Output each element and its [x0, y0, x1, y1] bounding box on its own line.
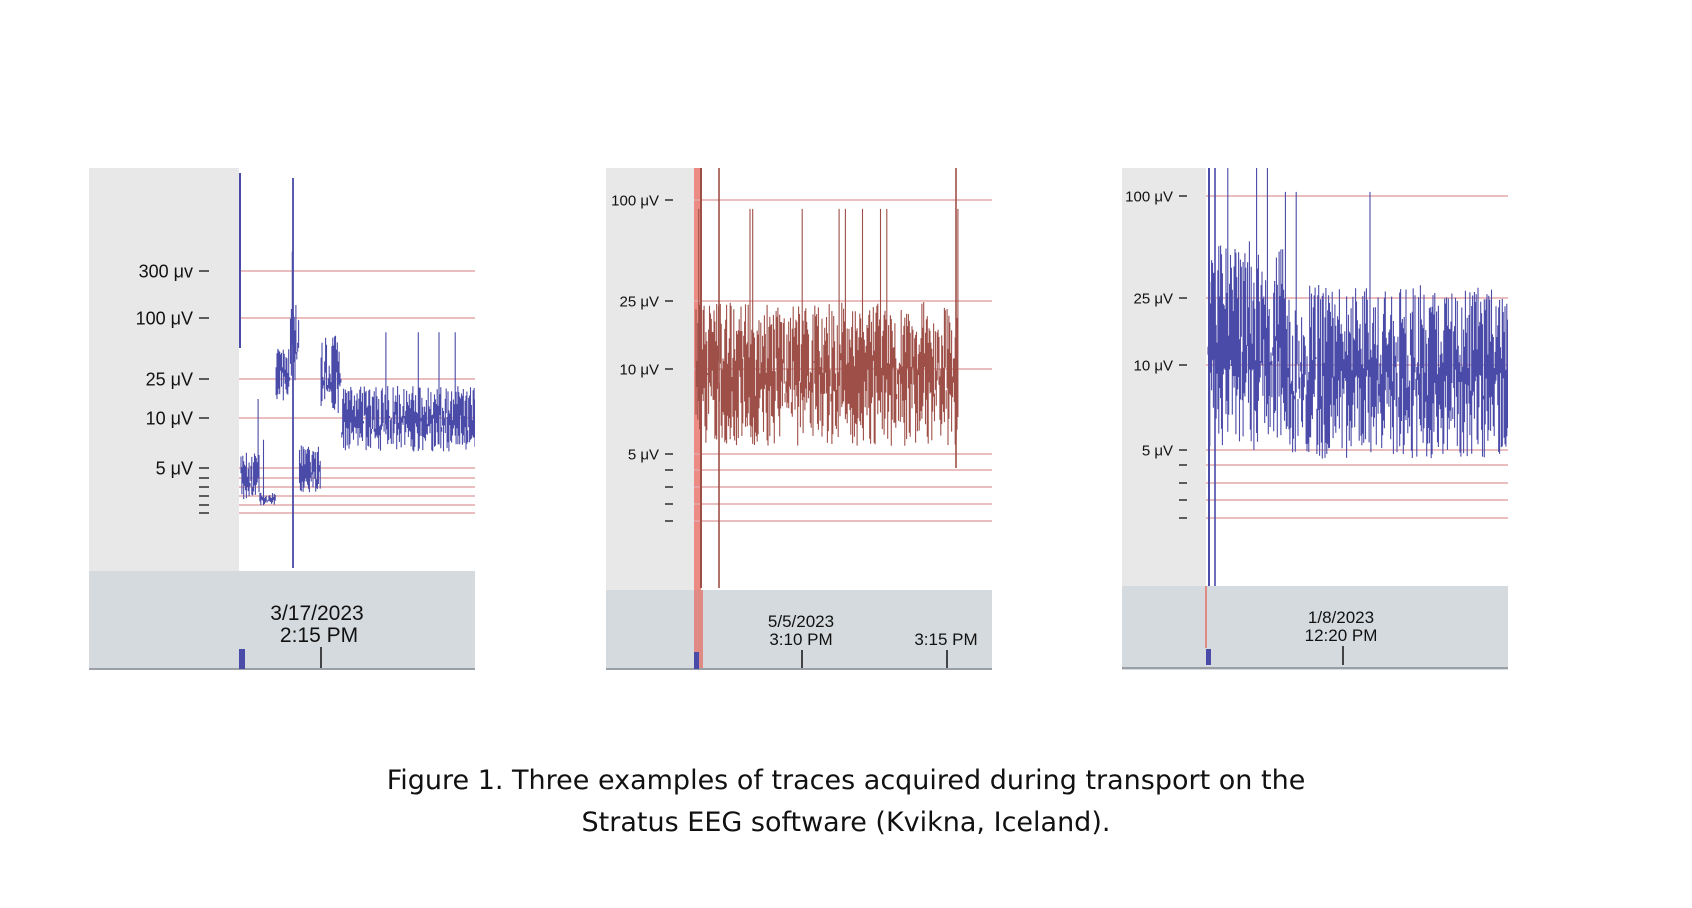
- y-tick-label: 10 μV: [620, 361, 660, 378]
- y-tick-label: 25 μV: [1134, 290, 1174, 307]
- time-tick-label: 12:20 PM: [1305, 626, 1378, 645]
- eeg-trace-chart-3: 100 μV 25 μV 10 μV 5 μV 1/8/2023 12:20 PM: [1122, 168, 1508, 670]
- y-tick-label: 300 μv: [139, 261, 193, 281]
- current-position-marker[interactable]: [1206, 649, 1211, 665]
- y-tick-label: 25 μV: [146, 369, 193, 389]
- event-marker-time: [694, 590, 703, 670]
- time-tick-label-2: 3:15 PM: [914, 630, 977, 649]
- eeg-trace: [1207, 168, 1508, 586]
- eeg-panel-3: 100 μV 25 μV 10 μV 5 μV 1/8/2023 12:20 PM: [1122, 168, 1508, 670]
- time-tick-label: 2:15 PM: [280, 624, 358, 647]
- current-position-marker[interactable]: [694, 652, 699, 669]
- eeg-trace-chart-2: 100 μV 25 μV 10 μV 5 μV 5/5/2023 3:10 PM 3:…: [606, 168, 992, 670]
- eeg-panel-2: 100 μV 25 μV 10 μV 5 μV 5/5/2023 3:10 PM 3:…: [606, 168, 992, 670]
- eeg-trace-path: [695, 208, 959, 446]
- time-bar: [606, 590, 992, 670]
- caption-line-1: Figure 1. Three examples of traces acqui…: [386, 765, 1306, 796]
- y-tick-label: 100 μV: [1125, 188, 1173, 205]
- y-tick-label: 100 μV: [136, 308, 193, 328]
- eeg-trace: [695, 168, 959, 588]
- y-tick-label: 5 μV: [156, 458, 193, 478]
- y-tick-label: 5 μV: [628, 446, 659, 463]
- current-position-marker[interactable]: [239, 649, 245, 669]
- eeg-trace: [239, 173, 475, 568]
- eeg-panel-1: 300 μv 100 μV 25 μV 10 μV 5 μV 3/17/2023 2:1…: [89, 168, 475, 670]
- y-axis-labels: 100 μV 25 μV 10 μV 5 μV: [1125, 188, 1187, 519]
- date-label: 5/5/2023: [768, 612, 834, 631]
- y-axis-labels: 300 μv 100 μV 25 μV 10 μV 5 μV: [136, 261, 209, 514]
- date-label: 3/17/2023: [270, 602, 363, 625]
- figure-caption: Figure 1. Three examples of traces acqui…: [246, 760, 1446, 844]
- y-tick-label: 10 μV: [1134, 357, 1174, 374]
- time-tick-label-1: 3:10 PM: [769, 630, 832, 649]
- eeg-trace-chart-1: 300 μv 100 μV 25 μV 10 μV 5 μV 3/17/2023 2:1…: [89, 168, 475, 670]
- time-bar: [1122, 586, 1508, 670]
- caption-line-2: Stratus EEG software (Kvikna, Iceland).: [581, 807, 1111, 838]
- time-bar: [89, 571, 475, 670]
- plot-area: [239, 168, 475, 571]
- y-tick-label: 25 μV: [620, 293, 660, 310]
- y-tick-label: 100 μV: [611, 192, 659, 209]
- y-tick-label: 5 μV: [1142, 442, 1173, 459]
- y-axis-labels: 100 μV 25 μV 10 μV 5 μV: [611, 192, 673, 522]
- date-label: 1/8/2023: [1308, 608, 1374, 627]
- y-tick-label: 10 μV: [146, 408, 193, 428]
